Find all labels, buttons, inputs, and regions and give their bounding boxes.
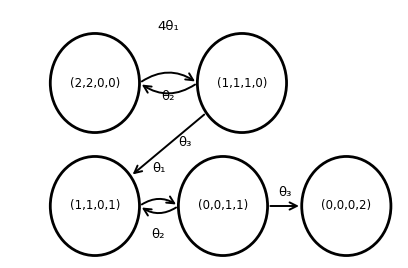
Ellipse shape [197, 34, 286, 133]
Text: (0,0,1,1): (0,0,1,1) [198, 199, 248, 213]
Ellipse shape [50, 34, 140, 133]
FancyArrowPatch shape [144, 84, 195, 94]
Text: (2,2,0,0): (2,2,0,0) [70, 76, 120, 90]
Text: (0,0,0,2): (0,0,0,2) [321, 199, 371, 213]
FancyArrowPatch shape [271, 202, 297, 210]
Text: (1,1,1,0): (1,1,1,0) [217, 76, 267, 90]
Text: θ₂: θ₂ [161, 90, 175, 102]
Text: θ₁: θ₁ [152, 162, 165, 174]
Text: θ₃: θ₃ [178, 136, 192, 148]
FancyArrowPatch shape [142, 73, 193, 81]
Text: θ₂: θ₂ [152, 228, 165, 240]
FancyArrowPatch shape [142, 196, 174, 204]
Ellipse shape [50, 157, 140, 255]
Ellipse shape [178, 157, 268, 255]
Ellipse shape [302, 157, 391, 255]
Text: θ₃: θ₃ [278, 187, 291, 199]
Text: 4θ₁: 4θ₁ [157, 20, 179, 32]
FancyArrowPatch shape [144, 207, 176, 215]
Text: (1,1,0,1): (1,1,0,1) [70, 199, 120, 213]
FancyArrowPatch shape [134, 115, 204, 173]
